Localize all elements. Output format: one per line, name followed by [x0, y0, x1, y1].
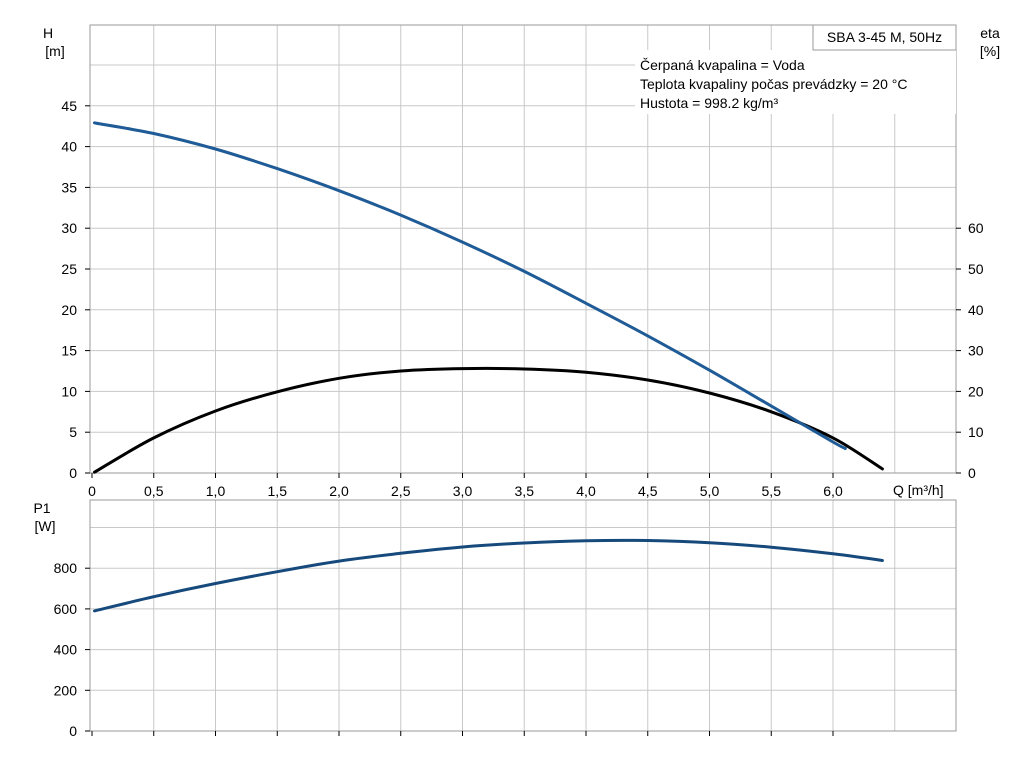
y2-axis-label: eta [980, 25, 1000, 41]
info-panel [635, 50, 956, 114]
top-plot-ticks: 0 0,5 1,0 1,5 2,0 2,5 3,0 3,5 4,0 4,5 5,0 5,5 6,0 0 5 1… [61, 98, 983, 499]
x-tick-label: 3,0 [453, 483, 473, 499]
y-tick-label: 45 [61, 98, 77, 114]
p1-tick-label: 0 [69, 723, 77, 739]
p1-tick-label: 400 [54, 642, 78, 658]
x-tick-label: 6,0 [823, 483, 843, 499]
y-tick-label: 5 [69, 424, 77, 440]
top-plot-frame [89, 24, 957, 474]
y2-tick-label: 10 [968, 424, 984, 440]
y-tick-label: 30 [61, 220, 77, 236]
eta-efficiency-curve [93, 366, 884, 474]
bottom-plot-grid [90, 500, 956, 731]
y-tick-label: 0 [69, 465, 77, 481]
info-line-temperature: Teplota kvapaliny počas prevádzky = 20 °… [640, 76, 907, 92]
y-tick-label: 25 [61, 261, 77, 277]
x-tick-label: 4,5 [638, 483, 658, 499]
p1-tick-label: 200 [54, 682, 78, 698]
y2-tick-label: 40 [968, 302, 984, 318]
y2-tick-label: 20 [968, 383, 984, 399]
p1-axis-label: P1 [33, 500, 50, 516]
x-tick-label: 4,0 [576, 483, 596, 499]
y-tick-label: 35 [61, 179, 77, 195]
y-tick-label: 10 [61, 383, 77, 399]
bottom-plot-frame [89, 499, 957, 732]
x-tick-label: 1,5 [268, 483, 288, 499]
p1-tick-label: 800 [54, 560, 78, 576]
x-tick-label: 2,5 [391, 483, 411, 499]
y-axis-label: H [43, 25, 53, 41]
y-tick-label: 40 [61, 139, 77, 155]
info-line-fluid: Čerpaná kvapalina = Voda [640, 57, 805, 73]
x-tick-label: 3,5 [515, 483, 535, 499]
x-tick-label: 0,5 [144, 483, 164, 499]
y2-tick-label: 30 [968, 343, 984, 359]
x-axis-label: Q [m³/h] [893, 482, 944, 498]
x-tick-label: 2,0 [329, 483, 349, 499]
bottom-plot-ticks: 0 200 400 600 800 [54, 560, 834, 739]
y2-axis-unit: [%] [980, 43, 1000, 59]
y2-tick-label: 50 [968, 261, 984, 277]
top-plot-curves [93, 121, 884, 474]
bottom-plot-curves [93, 538, 884, 613]
y-tick-label: 15 [61, 343, 77, 359]
y-tick-label: 20 [61, 302, 77, 318]
info-line-density: Hustota = 998.2 kg/m³ [640, 95, 778, 111]
head-curve [93, 121, 847, 450]
x-tick-label: 1,0 [206, 483, 226, 499]
y-axis-unit: [m] [45, 43, 64, 59]
title-box [812, 24, 957, 51]
p1-axis-unit: [W] [35, 518, 56, 534]
x-tick-label: 5,5 [762, 483, 782, 499]
x-tick-label: 0 [88, 483, 96, 499]
y2-tick-label: 0 [968, 465, 976, 481]
chart-title: SBA 3-45 M, 50Hz [827, 29, 942, 45]
y2-tick-label: 60 [968, 220, 984, 236]
x-tick-label: 5,0 [700, 483, 720, 499]
p1-tick-label: 600 [54, 601, 78, 617]
p1-power-curve [93, 538, 884, 613]
